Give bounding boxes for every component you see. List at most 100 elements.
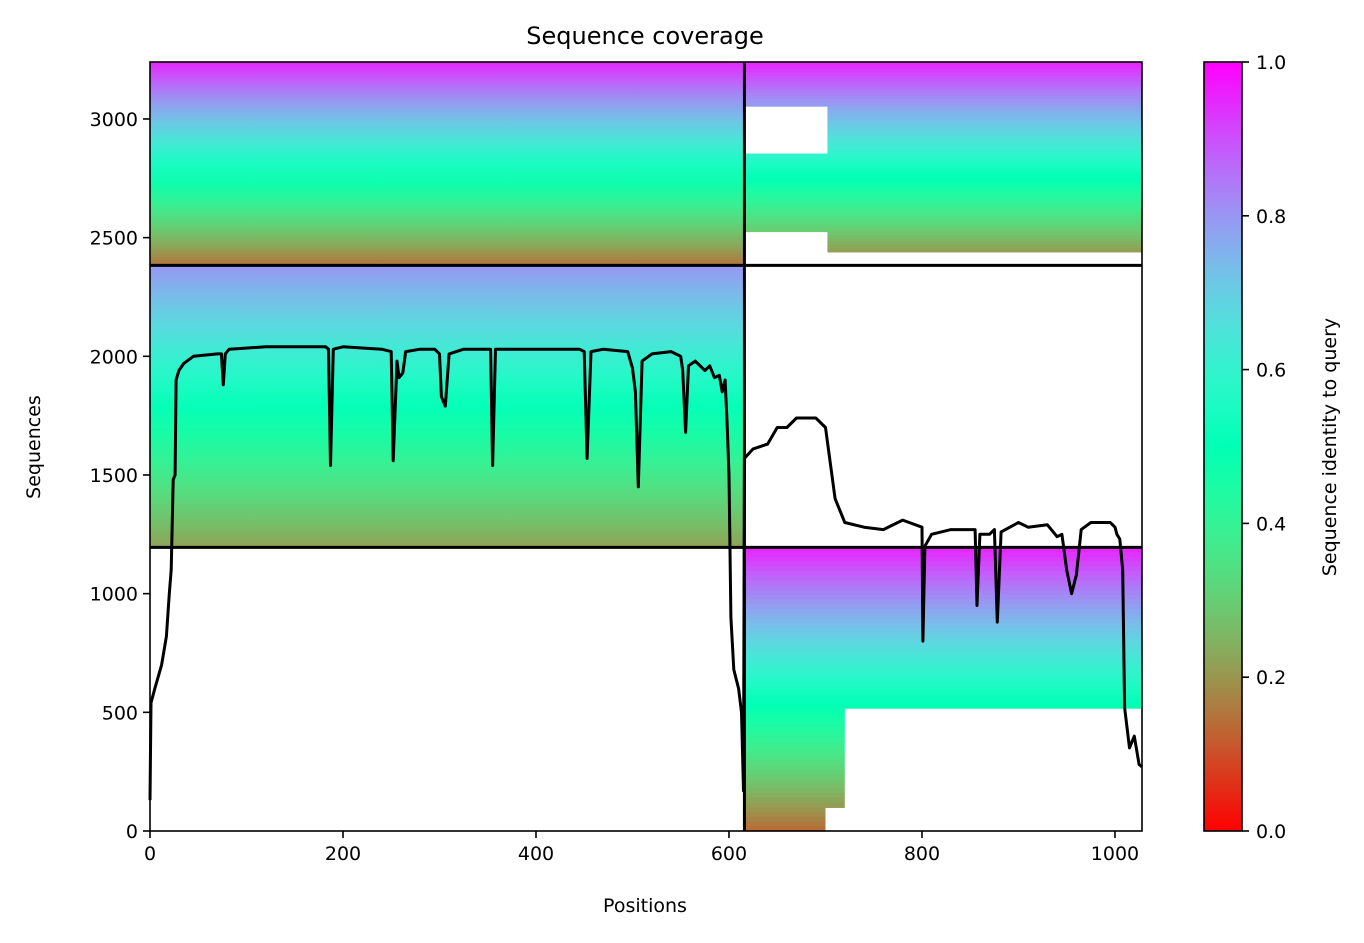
msa-row bbox=[827, 143, 1142, 148]
msa-row bbox=[744, 552, 1142, 558]
msa-row bbox=[744, 769, 845, 775]
colorbar-tick-label: 0.8 bbox=[1256, 206, 1286, 228]
msa-row bbox=[744, 712, 845, 719]
msa-block-0 bbox=[150, 62, 745, 266]
msa-row bbox=[827, 234, 1142, 239]
colorbar-tick-label: 0.0 bbox=[1256, 821, 1286, 843]
msa-row bbox=[744, 167, 1142, 172]
chart-title: Sequence coverage bbox=[526, 22, 763, 50]
msa-row bbox=[744, 665, 1142, 671]
msa-row bbox=[827, 238, 1142, 243]
msa-row bbox=[744, 812, 826, 818]
y-tick-label: 1500 bbox=[90, 465, 138, 487]
msa-row bbox=[744, 214, 1142, 219]
msa-row bbox=[744, 816, 826, 823]
x-tick-label: 1000 bbox=[1091, 843, 1139, 865]
msa-row bbox=[744, 679, 1142, 686]
msa-row bbox=[744, 708, 845, 714]
msa-row bbox=[744, 177, 1142, 182]
msa-row bbox=[744, 187, 1142, 192]
y-tick-label: 1000 bbox=[90, 584, 138, 606]
y-tick-label: 2000 bbox=[90, 346, 138, 368]
msa-row bbox=[744, 741, 845, 747]
msa-row bbox=[744, 153, 1142, 158]
msa-row bbox=[744, 689, 1142, 695]
msa-row bbox=[744, 200, 1142, 205]
msa-row bbox=[827, 139, 1142, 144]
plot-frame bbox=[149, 61, 1143, 832]
msa-row bbox=[744, 608, 1142, 615]
msa-row bbox=[744, 613, 1142, 619]
msa-row bbox=[744, 95, 1142, 100]
msa-row bbox=[744, 72, 1142, 77]
msa-row bbox=[744, 651, 1142, 657]
msa-row bbox=[744, 580, 1142, 586]
msa-row bbox=[744, 68, 1142, 73]
msa-row bbox=[744, 102, 1142, 107]
msa-row bbox=[744, 589, 1142, 596]
msa-row bbox=[744, 637, 1142, 643]
msa-row bbox=[744, 670, 1142, 676]
msa-row bbox=[744, 173, 1142, 178]
msa-row bbox=[744, 99, 1142, 104]
msa-row bbox=[744, 698, 1142, 704]
msa-row bbox=[827, 112, 1142, 117]
msa-row bbox=[744, 78, 1142, 83]
msa-row bbox=[744, 684, 1142, 690]
msa-row bbox=[744, 156, 1142, 161]
msa-row bbox=[744, 82, 1142, 87]
y-tick-label: 2500 bbox=[90, 228, 138, 250]
msa-row bbox=[827, 133, 1142, 138]
msa-row bbox=[744, 211, 1142, 216]
msa-row bbox=[827, 119, 1142, 124]
heatmap-layer bbox=[150, 62, 1142, 832]
msa-row bbox=[827, 248, 1142, 253]
msa-row bbox=[744, 745, 845, 752]
msa-row bbox=[744, 783, 845, 790]
msa-row bbox=[744, 180, 1142, 185]
colorbar-tick-label: 0.6 bbox=[1256, 360, 1286, 382]
coverage-line bbox=[148, 345, 1143, 801]
msa-row bbox=[744, 566, 1142, 572]
msa-row bbox=[744, 547, 1142, 553]
msa-row bbox=[827, 150, 1142, 155]
msa-row bbox=[744, 170, 1142, 175]
msa-row bbox=[744, 693, 1142, 700]
msa-row bbox=[744, 623, 1142, 629]
msa-row bbox=[744, 788, 845, 794]
colorbar-label: Sequence identity to query bbox=[1319, 318, 1341, 576]
msa-row bbox=[827, 241, 1142, 246]
msa-row bbox=[744, 160, 1142, 165]
msa-row bbox=[744, 224, 1142, 229]
msa-row bbox=[827, 116, 1142, 121]
msa-row bbox=[744, 561, 1142, 567]
msa-row bbox=[744, 750, 845, 756]
msa-row bbox=[744, 75, 1142, 80]
msa-row bbox=[827, 146, 1142, 151]
x-tick-label: 600 bbox=[711, 843, 747, 865]
msa-row bbox=[744, 656, 1142, 662]
colorbar-tick-label: 0.2 bbox=[1256, 667, 1286, 689]
msa-row bbox=[744, 217, 1142, 222]
msa-row bbox=[827, 245, 1142, 250]
msa-row bbox=[827, 136, 1142, 141]
x-tick-label: 400 bbox=[518, 843, 554, 865]
msa-row bbox=[744, 204, 1142, 209]
msa-row bbox=[744, 184, 1142, 189]
axes-layer: 0 200 400 600 800 1000 0 500 1000 1500 2000 2500 300… bbox=[90, 61, 1143, 865]
msa-row bbox=[827, 129, 1142, 134]
msa-row bbox=[744, 85, 1142, 90]
msa-row bbox=[827, 123, 1142, 128]
msa-row bbox=[744, 760, 845, 766]
msa-row bbox=[744, 727, 845, 733]
msa-row bbox=[744, 675, 1142, 681]
y-tick-label: 500 bbox=[102, 702, 138, 724]
msa-row bbox=[744, 722, 845, 728]
msa-row bbox=[744, 802, 845, 808]
colorbar-gradient bbox=[1203, 61, 1243, 832]
msa-row bbox=[744, 703, 1142, 709]
msa-row bbox=[744, 627, 1142, 634]
y-tick-label: 3000 bbox=[90, 109, 138, 131]
